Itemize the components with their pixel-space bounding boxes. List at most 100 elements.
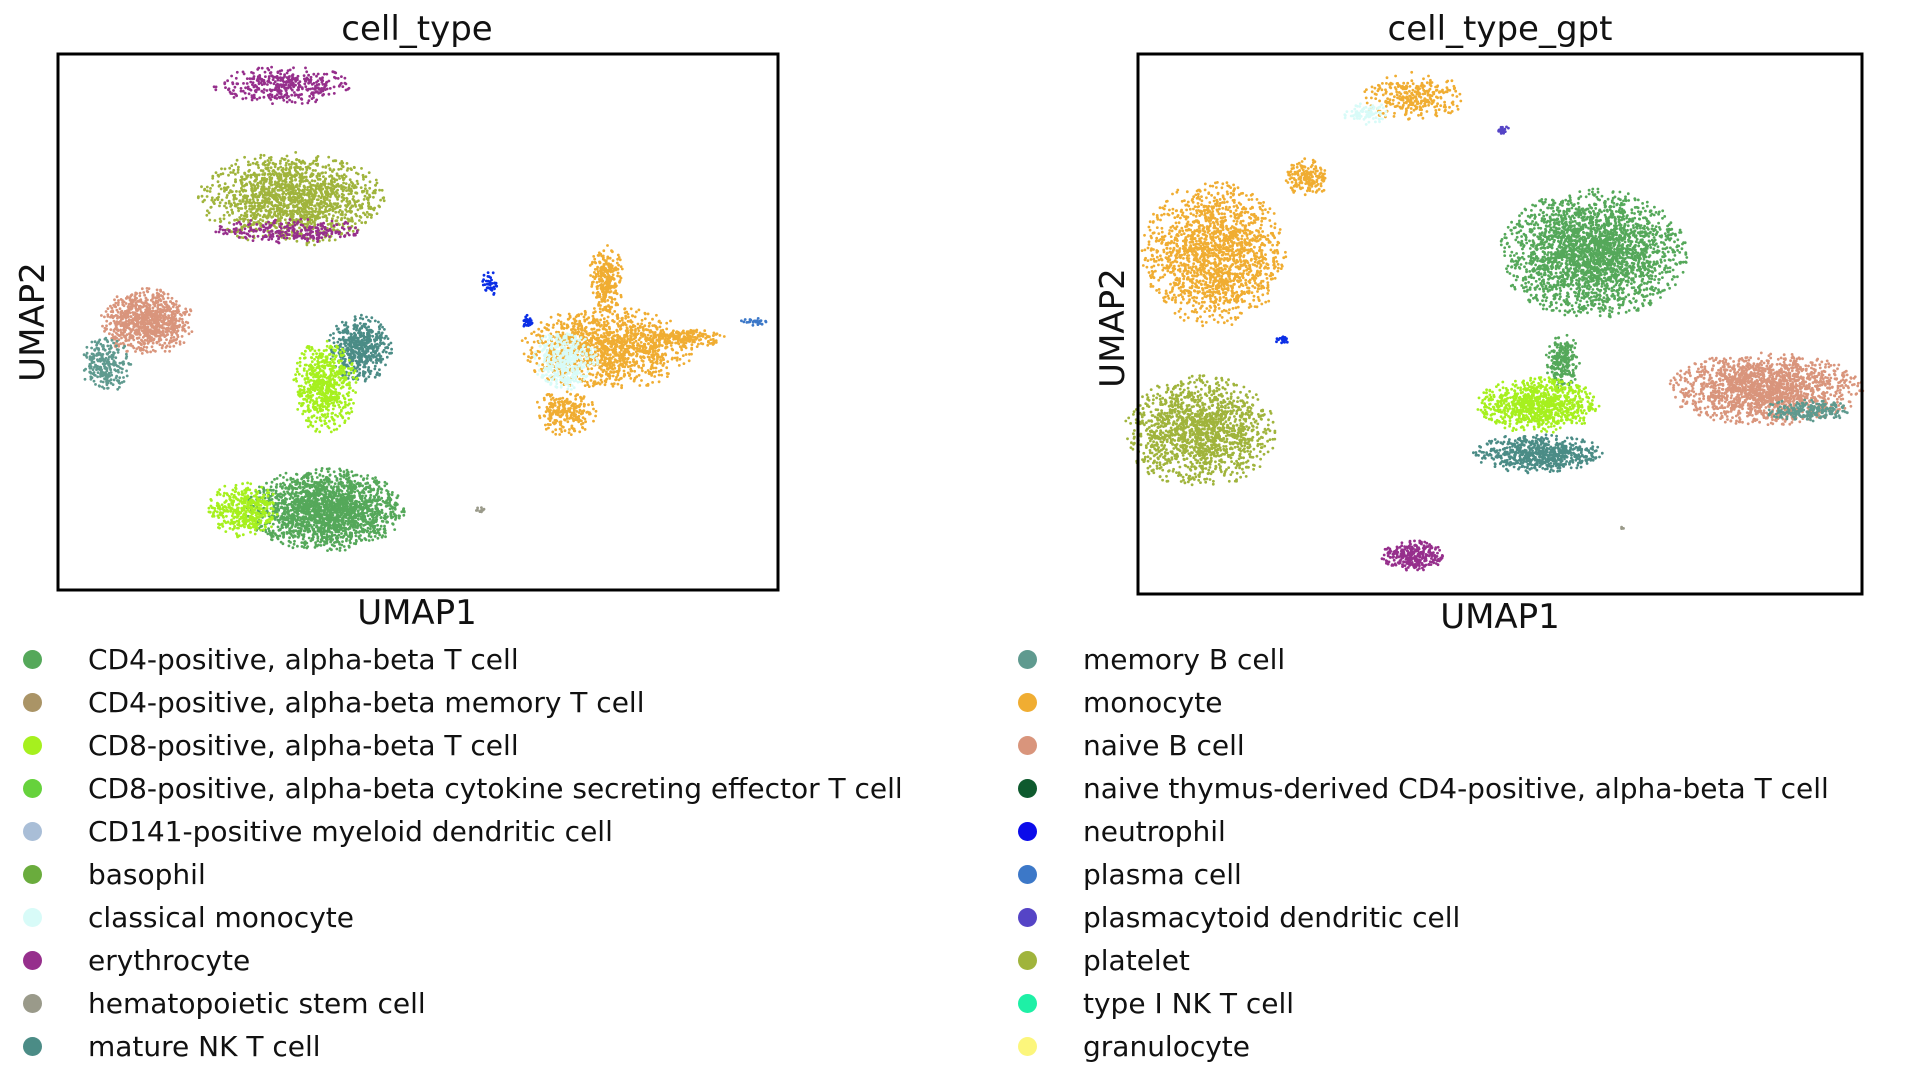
scatter-point xyxy=(114,356,118,360)
scatter-point xyxy=(253,179,256,183)
scatter-point xyxy=(324,83,328,87)
scatter-point xyxy=(115,374,119,378)
scatter-point xyxy=(233,196,236,200)
scatter-point xyxy=(342,181,345,185)
scatter-point xyxy=(211,176,215,180)
scatter-point xyxy=(95,346,99,350)
scatter-point xyxy=(238,216,242,219)
scatter-point xyxy=(283,196,286,200)
scatter-point xyxy=(120,371,124,374)
scatter-point xyxy=(91,368,95,371)
scatter-point xyxy=(387,343,391,346)
scatter-point xyxy=(296,196,300,200)
scatter-point xyxy=(338,331,342,335)
scatter-point xyxy=(356,182,360,186)
scatter-point xyxy=(359,332,363,336)
scatter-point xyxy=(137,340,140,344)
scatter-point xyxy=(341,385,344,389)
scatter-point xyxy=(347,233,351,237)
scatter-point xyxy=(298,388,302,391)
scatter-point xyxy=(256,234,260,238)
scatter-point xyxy=(146,325,150,329)
scatter-point xyxy=(271,161,275,165)
scatter-point xyxy=(298,84,302,88)
scatter-point xyxy=(333,75,336,79)
scatter-point xyxy=(232,96,236,99)
scatter-point xyxy=(292,186,296,190)
scatter-point xyxy=(300,102,304,105)
scatter-point xyxy=(284,189,288,192)
scatter-point xyxy=(337,359,341,362)
scatter-point xyxy=(316,90,319,94)
scatter-point xyxy=(255,223,259,226)
scatter-point xyxy=(336,230,339,234)
scatter-point xyxy=(255,177,258,181)
scatter-points xyxy=(82,65,768,552)
scatter-point xyxy=(260,89,264,93)
scatter-point xyxy=(116,328,119,332)
scatter-point xyxy=(258,96,262,100)
scatter-point xyxy=(142,291,146,294)
scatter-point xyxy=(333,238,337,242)
scatter-point xyxy=(312,96,315,99)
scatter-point xyxy=(341,381,345,385)
scatter-point xyxy=(265,89,269,92)
scatter-point xyxy=(356,229,359,233)
scatter-point xyxy=(282,476,285,479)
scatter-point xyxy=(229,205,233,208)
scatter-point xyxy=(309,231,312,235)
scatter-point xyxy=(352,327,356,331)
scatter-point xyxy=(243,91,247,95)
scatter-point xyxy=(313,184,317,188)
scatter-point xyxy=(343,372,346,375)
scatter-point xyxy=(170,296,174,300)
scatter-point xyxy=(340,187,343,191)
scatter-point xyxy=(136,300,140,303)
scatter-point xyxy=(367,375,371,379)
scatter-point xyxy=(122,362,126,366)
scatter-point xyxy=(316,375,320,378)
scatter-point xyxy=(300,384,303,388)
scatter-point xyxy=(116,316,119,320)
scatter-point xyxy=(323,227,327,230)
scatter-point xyxy=(378,327,381,331)
scatter-point xyxy=(356,208,360,212)
scatter-point xyxy=(332,404,335,407)
scatter-point xyxy=(282,190,285,194)
scatter-point xyxy=(350,216,354,220)
scatter-point xyxy=(343,323,346,327)
scatter-point xyxy=(369,213,372,217)
scatter-point xyxy=(328,377,331,381)
scatter-point xyxy=(348,200,352,203)
scatter-point xyxy=(339,342,343,346)
scatter-point xyxy=(300,86,304,89)
scatter-point xyxy=(312,375,315,379)
scatter-point xyxy=(315,158,319,162)
scatter-point xyxy=(335,173,339,177)
scatter-point xyxy=(345,411,348,415)
scatter-point xyxy=(230,208,234,212)
scatter-point xyxy=(322,349,326,353)
scatter-point xyxy=(159,333,163,337)
scatter-point xyxy=(333,357,336,361)
scatter-point xyxy=(335,205,339,208)
scatter-point xyxy=(302,369,306,372)
scatter-point xyxy=(354,377,358,381)
scatter-point xyxy=(300,228,303,232)
scatter-point xyxy=(339,213,343,216)
scatter-point xyxy=(347,192,351,196)
scatter-point xyxy=(104,310,108,313)
scatter-point xyxy=(313,349,317,353)
scatter-point xyxy=(297,201,301,205)
scatter-point xyxy=(337,168,341,171)
scatter-point xyxy=(118,307,122,311)
scatter-point xyxy=(223,204,226,208)
scatter-point xyxy=(313,243,316,247)
scatter-point xyxy=(144,328,148,331)
scatter-point xyxy=(294,189,297,193)
scatter-point xyxy=(375,212,379,216)
scatter-point xyxy=(369,216,373,219)
scatter-point xyxy=(315,371,319,375)
scatter-point xyxy=(214,171,218,175)
scatter-point xyxy=(349,354,352,358)
